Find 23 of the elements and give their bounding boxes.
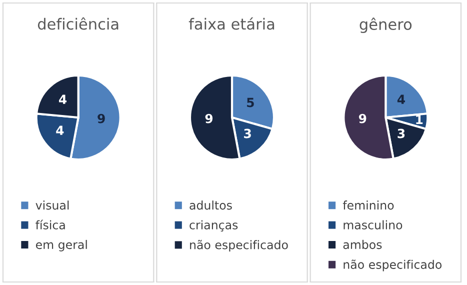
- data-label: 3: [398, 128, 405, 138]
- legend-label: física: [36, 220, 65, 230]
- legend-label: não especificado: [344, 260, 442, 272]
- legend-label: adultos: [190, 200, 232, 210]
- legend-label: não especificado: [190, 240, 288, 252]
- legend-label: visual: [36, 200, 69, 210]
- data-label: 3: [244, 128, 251, 138]
- legend-label: feminino: [342, 200, 394, 210]
- chart-title: faixa etária: [188, 17, 274, 30]
- data-label: 4: [58, 94, 67, 104]
- data-label: 4: [397, 94, 406, 104]
- legend-label: masculino: [344, 220, 402, 230]
- legend-label: ambos: [343, 240, 382, 250]
- data-label: 5: [247, 98, 254, 108]
- data-label: 1: [416, 114, 423, 124]
- data-label: 4: [56, 126, 64, 135]
- chart-title: gênero: [360, 18, 412, 34]
- data-label: 9: [98, 114, 105, 124]
- legend-label: em geral: [36, 240, 87, 252]
- data-label: 9: [358, 114, 366, 124]
- chart-title: deficiência: [38, 17, 118, 30]
- data-label: 9: [205, 114, 213, 124]
- legend-label: crianças: [190, 220, 238, 232]
